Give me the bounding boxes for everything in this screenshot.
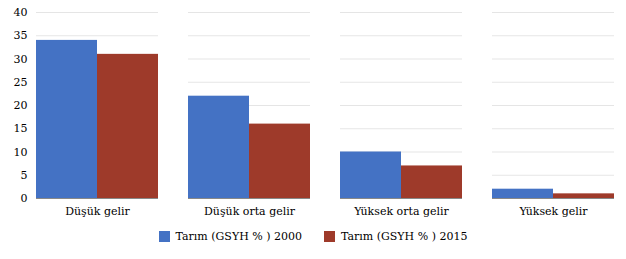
svg-text:Düşük orta gelir: Düşük orta gelir [204,205,296,218]
svg-text:Yüksek orta gelir: Yüksek orta gelir [353,205,449,218]
svg-text:30: 30 [14,53,28,66]
svg-text:Yüksek gelir: Yüksek gelir [518,205,588,218]
svg-text:0: 0 [21,192,28,205]
svg-text:20: 20 [14,99,28,112]
html-text:Tarım (GSYH % ) 2015: Tarım (GSYH % ) 2015 [341,230,468,243]
svg-text:5: 5 [21,169,28,182]
svg-text:10: 10 [14,146,28,159]
svg-text:35: 35 [14,29,28,42]
svg-text:25: 25 [14,76,28,89]
svg-text:40: 40 [14,6,28,19]
html-text:Tarım (GSYH % ) 2000: Tarım (GSYH % ) 2000 [175,230,302,243]
svg-text:15: 15 [14,122,28,135]
svg-text:Düşük gelir: Düşük gelir [65,205,130,218]
